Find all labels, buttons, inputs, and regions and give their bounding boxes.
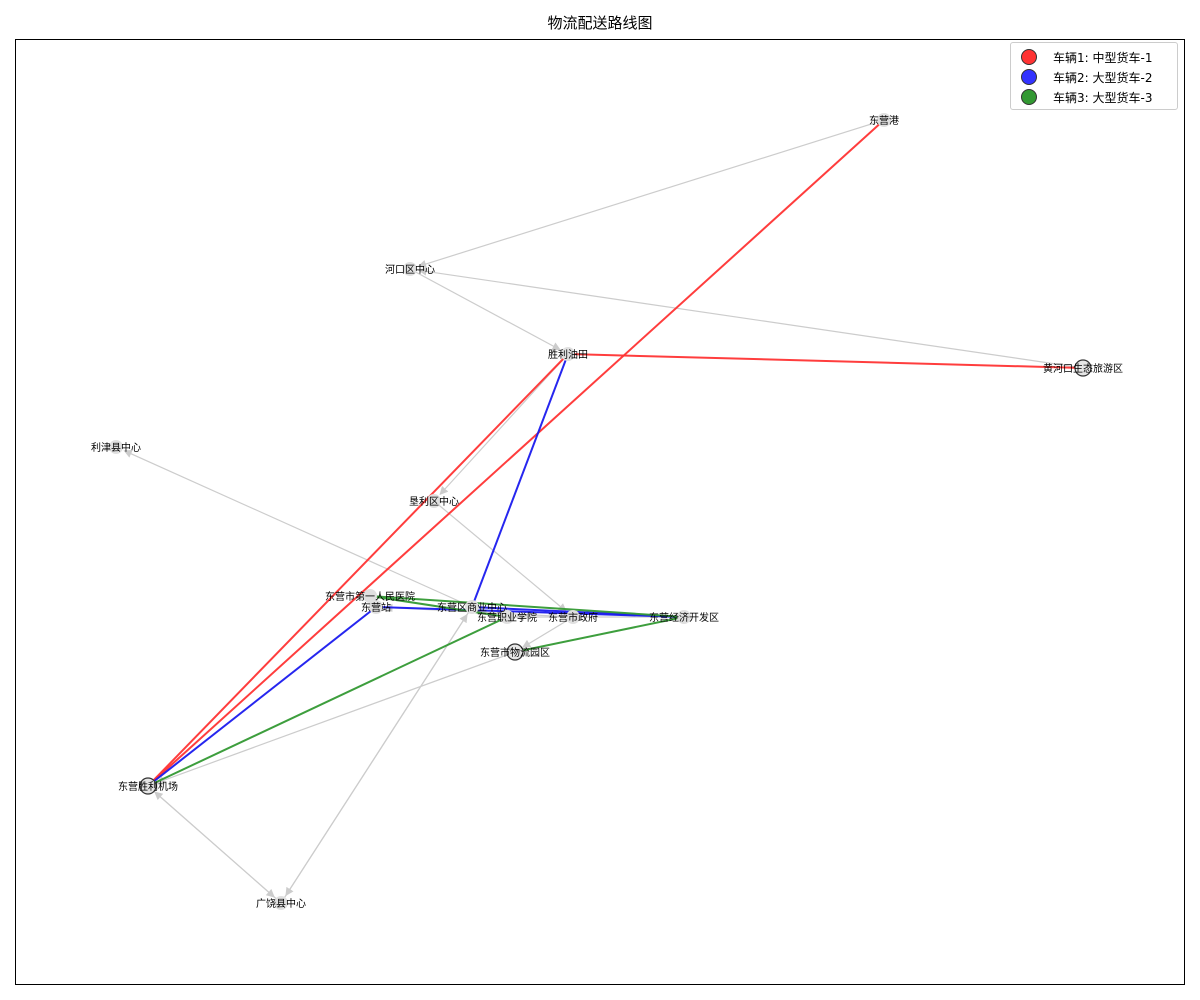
node-label-lijin: 利津县中心: [91, 441, 141, 454]
route-vehicle-3-vocational_college-hospital: [369, 595, 508, 618]
route-vehicle-2-business_center-shengli_oilfield: [471, 353, 569, 608]
node-label-economic_zone: 东营经济开发区: [649, 611, 719, 624]
node-label-vocational_college: 东营职业学院: [477, 611, 537, 624]
road-edge-yellow_river_mouth-hekou: [418, 267, 1084, 369]
road-edge-hekou-shengli_oilfield: [409, 268, 561, 351]
road-edge-guangrao-business_center: [280, 613, 468, 904]
route-vehicle-3-economic_zone-logistics_park: [514, 616, 685, 653]
edges-layer: [123, 119, 1084, 904]
road-edge-dongying_port-hekou: [417, 119, 885, 269]
node-label-dongying_port: 东营港: [869, 114, 899, 127]
node-label-dongying_station: 东营站: [361, 601, 391, 614]
plot-frame: [15, 39, 1185, 985]
depot-node-logistics_park: [506, 643, 524, 661]
node-vocational_college: [500, 610, 514, 624]
road-edge-guangrao-airport: [154, 791, 282, 904]
node-hekou: [403, 262, 417, 276]
node-label-logistics_park: 东营市物流园区: [480, 646, 550, 659]
node-hospital: [363, 589, 377, 603]
node-label-airport: 东营胜利机场: [118, 780, 178, 793]
legend-marker-green: [1021, 89, 1037, 105]
node-guangrao: [274, 896, 288, 910]
depot-node-yellow_river_mouth: [1074, 359, 1092, 377]
route-vehicle-2-airport-dongying_station: [147, 606, 377, 787]
legend-item-vehicle-1: 车辆1: 中型货车-1: [1017, 47, 1171, 67]
legend: 车辆1: 中型货车-1 车辆2: 大型货车-2 车辆3: 大型货车-3: [1010, 42, 1178, 110]
node-label-kenli: 垦利区中心: [409, 495, 459, 508]
node-label-business_center: 东营区商业中心: [437, 601, 507, 614]
legend-marker-blue: [1021, 69, 1037, 85]
road-edge-kenli-city_government: [433, 500, 567, 612]
node-kenli: [427, 494, 441, 508]
legend-label: 车辆2: 大型货车-2: [1053, 70, 1153, 85]
route-vehicle-1-airport-shengli_oilfield: [147, 353, 569, 787]
route-vehicle-1-shengli_oilfield-yellow_river_mouth: [567, 353, 1084, 369]
route-vehicle-3-hospital-economic_zone: [369, 595, 685, 618]
legend-marker-red: [1021, 49, 1037, 65]
nodes-layer: [109, 113, 1092, 910]
route-vehicle-1-airport-dongying_port: [147, 119, 885, 787]
node-dongying_port: [877, 113, 891, 127]
road-edge-shengli_oilfield-kenli: [439, 353, 569, 495]
legend-item-vehicle-2: 车辆2: 大型货车-2: [1017, 67, 1171, 87]
node-shengli_oilfield: [561, 347, 575, 361]
depot-node-airport: [139, 777, 157, 795]
road-edge-business_center-lijin: [123, 449, 473, 608]
legend-label: 车辆1: 中型货车-1: [1053, 50, 1153, 65]
node-label-guangrao: 广饶县中心: [256, 897, 306, 910]
node-city_government: [566, 610, 580, 624]
legend-label: 车辆3: 大型货车-3: [1053, 90, 1153, 105]
legend-item-vehicle-3: 车辆3: 大型货车-3: [1017, 87, 1171, 107]
route-vehicle-3-airport-vocational_college: [147, 616, 508, 787]
node-label-shengli_oilfield: 胜利油田: [548, 348, 588, 361]
node-business_center: [465, 600, 479, 614]
node-label-hekou: 河口区中心: [385, 263, 435, 276]
road-edge-city_government-logistics_park: [521, 616, 574, 648]
node-label-hospital: 东营市第一人民医院: [325, 590, 415, 603]
node-label-yellow_river_mouth: 黄河口生态旅游区: [1043, 362, 1123, 375]
node-lijin: [109, 440, 123, 454]
labels-layer: 东营港河口区中心胜利油田黄河口生态旅游区利津县中心垦利区中心东营市第一人民医院东…: [91, 114, 1123, 910]
road-edge-logistics_park-airport: [155, 651, 516, 785]
node-dongying_station: [369, 600, 383, 614]
node-label-city_government: 东营市政府: [548, 611, 598, 624]
node-economic_zone: [677, 610, 691, 624]
chart-title: 物流配送路线图: [547, 14, 653, 32]
